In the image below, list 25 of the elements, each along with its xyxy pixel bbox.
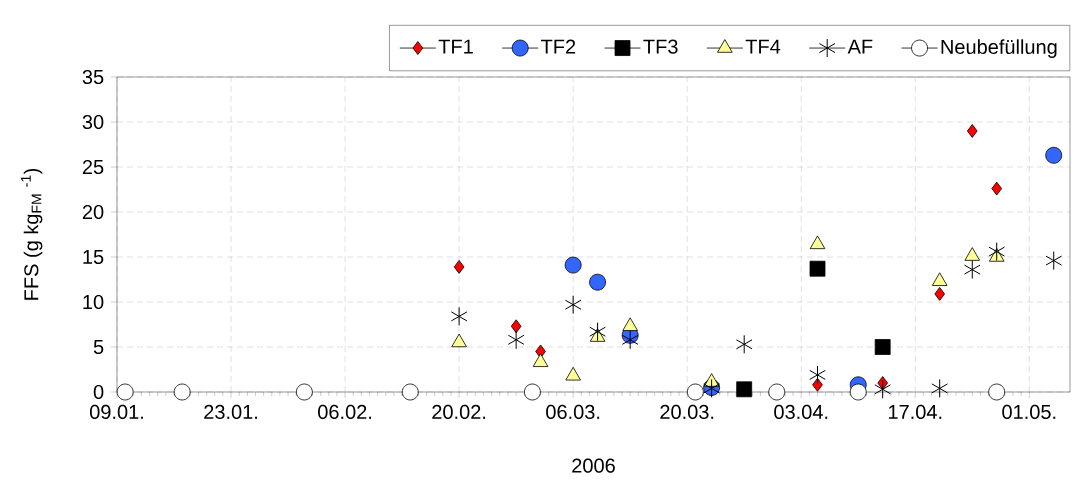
y-tick-label: 0 xyxy=(93,384,104,400)
y-axis-title: FFS (g kg$_{FM}$ $^{-1}$) xyxy=(21,168,43,300)
x-tick-label: 01.05. xyxy=(1002,404,1056,420)
y-tick-label: 10 xyxy=(83,294,104,310)
y-tick-label: 30 xyxy=(82,114,104,130)
x-tick-label: 20.03. xyxy=(660,404,714,420)
legend-label: TF1 xyxy=(438,39,473,54)
y-tick-label: 5 xyxy=(93,340,104,354)
x-tick-label: 23.01. xyxy=(204,404,258,420)
x-tick-label: 20.02. xyxy=(432,404,486,420)
x-tick-label: 17.04. xyxy=(888,404,942,420)
y-tick-label: 15 xyxy=(83,250,104,264)
x-tick-label: 06.03. xyxy=(546,404,600,420)
x-tick-label: 06.02. xyxy=(318,404,372,420)
y-tick-label: 25 xyxy=(82,159,104,175)
legend-label: Neubefüllung xyxy=(941,39,1057,58)
x-axis-title: 2006 xyxy=(572,458,615,473)
y-tick-label: 20 xyxy=(82,204,104,220)
legend-label: TF3 xyxy=(643,39,678,54)
x-tick-label: 03.04. xyxy=(774,404,828,420)
x-tick-label: 09.01. xyxy=(89,404,143,420)
legend-label: TF4 xyxy=(745,39,781,54)
legend-label: AF xyxy=(847,39,873,54)
legend-label: TF2 xyxy=(541,39,576,54)
y-tick-label: 35 xyxy=(82,69,104,85)
